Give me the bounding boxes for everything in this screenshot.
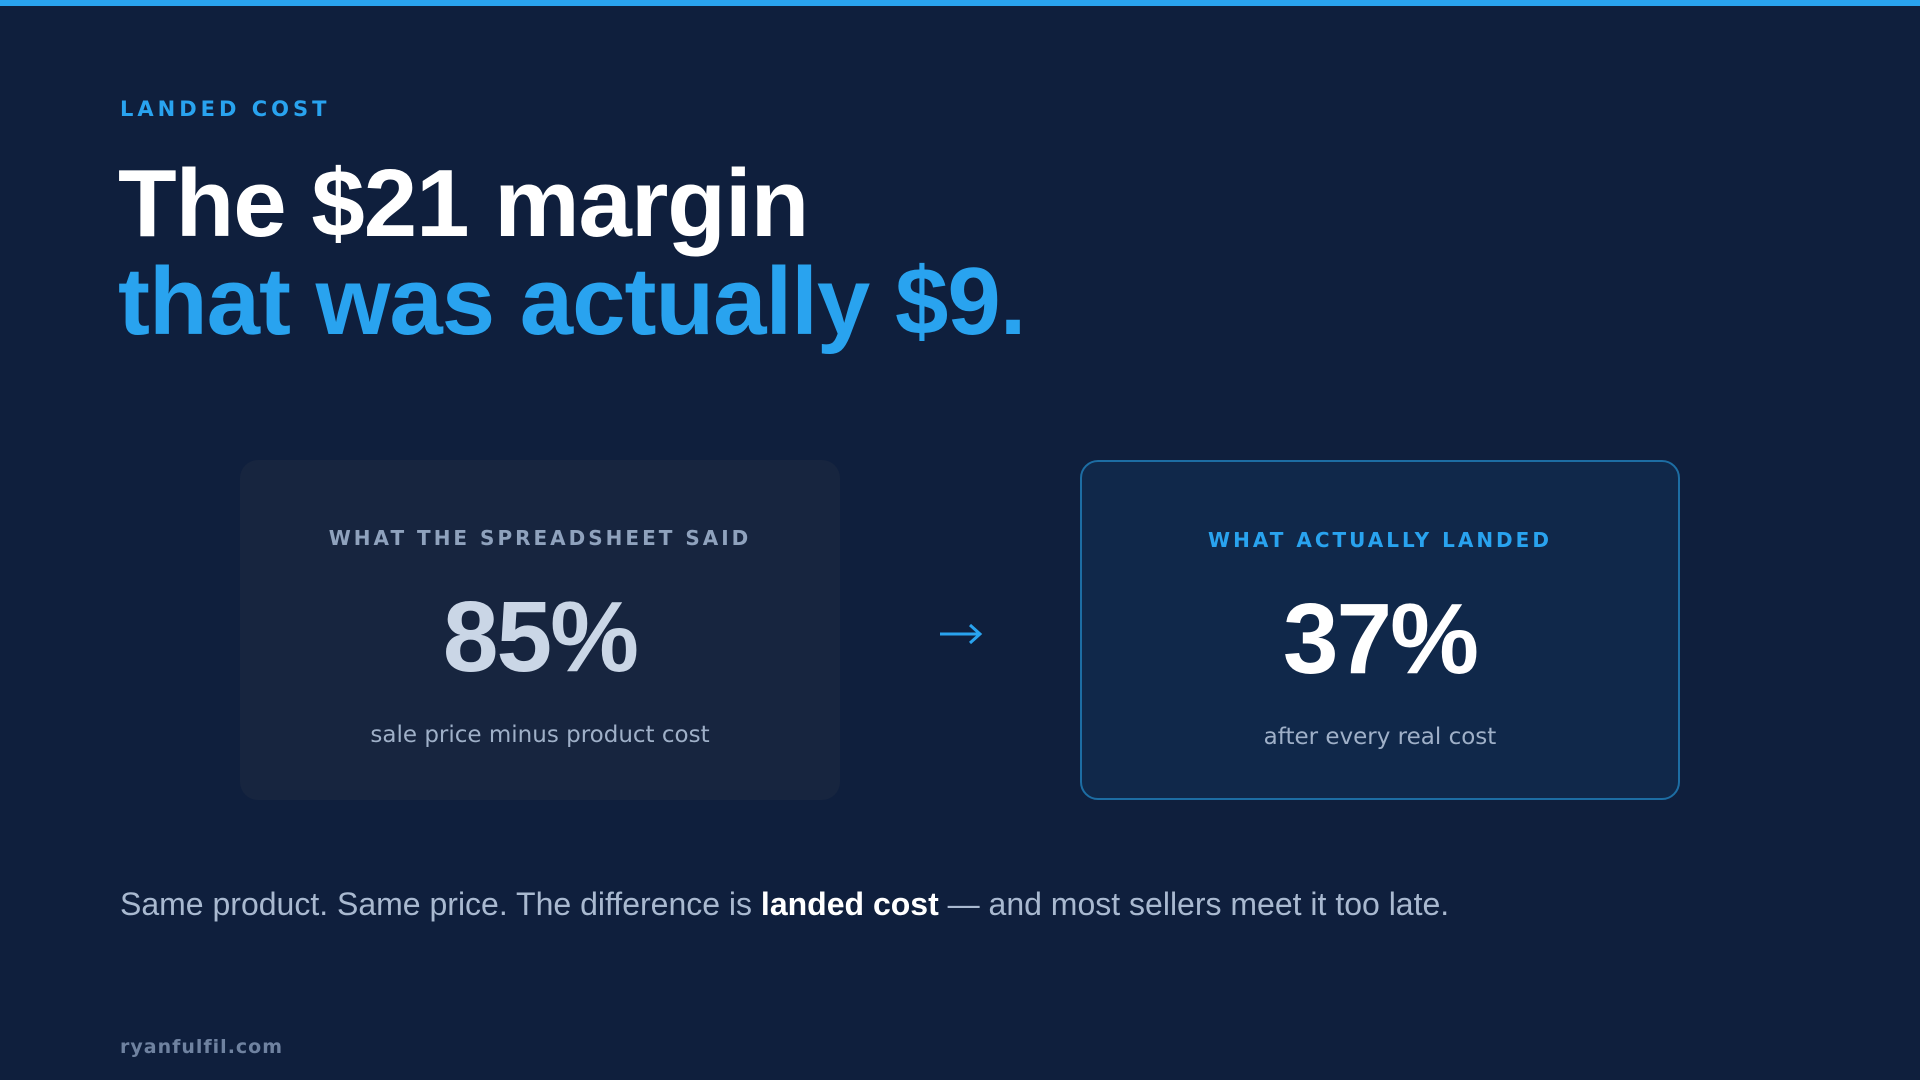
- summary-emphasis: landed cost: [760, 886, 939, 922]
- card-caption: after every real cost: [1263, 724, 1497, 750]
- title-line-accent: that was actually $9.: [118, 248, 1026, 355]
- summary-text: — and most sellers meet it too late.: [938, 886, 1450, 922]
- card-caption: sale price minus product cost: [370, 722, 710, 748]
- card: WHAT THE SPREADSHEET SAID 85% sale price…: [240, 460, 840, 800]
- title: The $21 margin that was actually $9.: [118, 150, 1026, 355]
- eyebrow: LANDED COST: [120, 97, 331, 121]
- arrow: [940, 623, 983, 645]
- summary: Same product. Same price. The difference…: [120, 886, 1449, 923]
- card-highlight: WHAT ACTUALLY LANDED 37% after every rea…: [1080, 460, 1680, 800]
- card-label: WHAT THE SPREADSHEET SAID: [328, 526, 752, 550]
- card-value: 85%: [442, 581, 639, 693]
- card-label: WHAT ACTUALLY LANDED: [1208, 528, 1552, 552]
- title-line: The $21 margin: [118, 150, 809, 257]
- card-value: 37%: [1282, 583, 1479, 695]
- summary-text: Same product. Same price. The difference…: [120, 886, 761, 922]
- footer-url: ryanfulfil.com: [120, 1036, 284, 1058]
- top-bar: [0, 0, 1920, 6]
